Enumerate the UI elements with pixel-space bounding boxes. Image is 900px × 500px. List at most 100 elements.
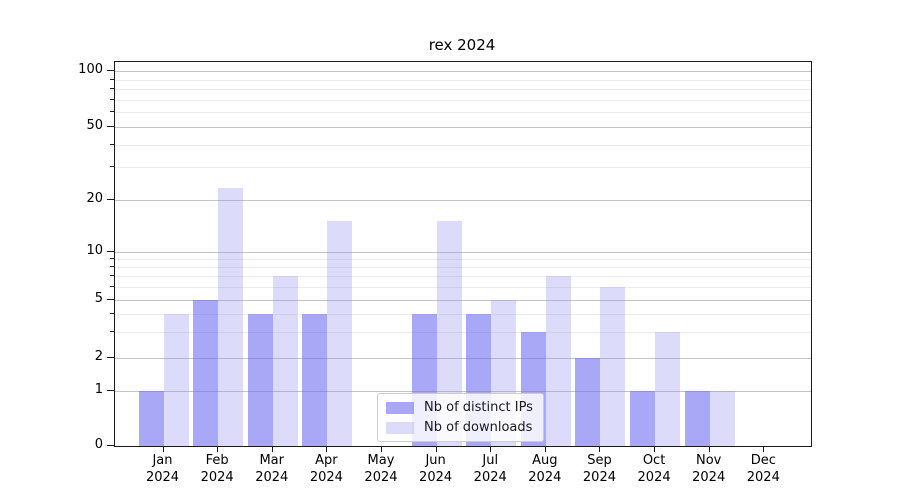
y-minortick-90 — [110, 79, 114, 80]
y-tick-label-50: 50 — [86, 118, 103, 133]
x-tick-label-feb: Feb 2024 — [187, 452, 247, 486]
y-minortick-7 — [110, 275, 114, 276]
x-tick-year: 2024 — [692, 470, 726, 485]
bar-distinct-ips-feb — [193, 299, 219, 446]
x-tick-aug — [545, 446, 546, 452]
x-tick-year: 2024 — [364, 470, 398, 485]
legend-label-downloads: Nb of downloads — [424, 420, 533, 435]
x-tick-year: 2024 — [145, 470, 180, 485]
bar-downloads-apr — [327, 221, 353, 446]
legend-item-distinct-ips: Nb of distinct IPs — [386, 400, 533, 415]
x-tick-dec — [763, 446, 764, 452]
legend: Nb of distinct IPs Nb of downloads — [377, 393, 544, 442]
y-minortick-4 — [110, 313, 114, 314]
x-tick-jul — [490, 446, 491, 452]
x-tick-year: 2024 — [255, 470, 289, 485]
x-tick-month: Sep — [587, 453, 612, 468]
legend-item-downloads: Nb of downloads — [386, 420, 533, 435]
x-tick-month: Aug — [532, 453, 558, 468]
x-tick-jun — [436, 446, 437, 452]
bar-distinct-ips-mar — [247, 313, 273, 446]
x-tick-month: Feb — [205, 453, 229, 468]
gridline-minor-60 — [115, 112, 811, 114]
y-minortick-80 — [110, 88, 114, 89]
y-tick-label-5: 5 — [94, 290, 103, 306]
y-minortick-40 — [110, 144, 114, 145]
x-tick-apr — [326, 446, 327, 452]
bar-downloads-jan — [163, 313, 189, 446]
x-tick-label-jan: Jan 2024 — [133, 452, 193, 486]
x-tick-label-sep: Sep 2024 — [569, 452, 629, 486]
chart-title: rex 2024 — [428, 36, 496, 54]
bar-distinct-ips-apr — [302, 313, 328, 446]
gridline-major-5 — [115, 299, 811, 301]
y-minortick-8 — [110, 266, 114, 267]
x-tick-year: 2024 — [200, 470, 234, 485]
gridline-major-10 — [115, 251, 811, 253]
gridline-minor-80 — [115, 89, 811, 91]
gridline-minor-4 — [115, 313, 811, 315]
x-tick-label-aug: Aug 2024 — [515, 452, 575, 486]
x-tick-year: 2024 — [473, 470, 507, 485]
x-tick-month: Nov — [696, 453, 722, 468]
x-tick-month: May — [367, 453, 395, 468]
bar-downloads-aug — [545, 276, 571, 446]
x-tick-year: 2024 — [528, 470, 562, 485]
bar-downloads-feb — [218, 188, 244, 446]
x-tick-mar — [272, 446, 273, 452]
x-tick-month: Apr — [315, 453, 338, 468]
y-tick-label-10: 10 — [86, 242, 103, 258]
gridline-minor-9 — [115, 258, 811, 260]
gridline-minor-3 — [115, 331, 811, 333]
y-minortick-30 — [110, 166, 114, 167]
bar-downloads-oct — [655, 331, 681, 446]
x-tick-label-nov: Nov 2024 — [679, 452, 739, 486]
y-tick-2 — [107, 357, 114, 358]
gridline-minor-8 — [115, 266, 811, 268]
x-tick-nov — [709, 446, 710, 452]
y-minortick-60 — [110, 111, 114, 112]
bar-distinct-ips-jan — [138, 390, 164, 446]
x-tick-month: Oct — [642, 453, 666, 468]
x-tick-oct — [654, 446, 655, 452]
gridline-minor-30 — [115, 167, 811, 169]
x-tick-month: Dec — [750, 453, 776, 468]
x-tick-year: 2024 — [309, 470, 343, 485]
gridline-minor-90 — [115, 79, 811, 81]
x-tick-label-mar: Mar 2024 — [242, 452, 302, 486]
plot-area — [114, 61, 812, 447]
bar-downloads-nov — [709, 390, 735, 446]
x-tick-year: 2024 — [746, 470, 780, 485]
y-tick-0 — [107, 445, 114, 446]
y-tick-5 — [107, 299, 114, 300]
y-minortick-70 — [110, 99, 114, 100]
gridline-major-100 — [115, 71, 811, 72]
x-tick-year: 2024 — [582, 470, 616, 485]
x-tick-label-may: May 2024 — [351, 452, 411, 486]
y-tick-100 — [107, 70, 114, 71]
gridline-major-2 — [115, 357, 811, 359]
legend-label-distinct-ips: Nb of distinct IPs — [424, 400, 533, 415]
gridline-minor-40 — [115, 144, 811, 146]
y-minortick-9 — [110, 258, 114, 259]
bar-distinct-ips-nov — [684, 390, 710, 446]
legend-swatch-distinct-ips — [386, 401, 414, 414]
x-tick-month: Jul — [482, 453, 499, 468]
y-tick-label-20: 20 — [86, 190, 103, 206]
x-tick-year: 2024 — [419, 470, 453, 485]
x-tick-may — [381, 446, 382, 452]
gridline-major-50 — [115, 127, 811, 128]
x-tick-sep — [599, 446, 600, 452]
y-tick-label-100: 100 — [78, 62, 103, 77]
gridline-minor-7 — [115, 276, 811, 278]
x-tick-month: Jan — [152, 453, 173, 468]
y-tick-label-0: 0 — [94, 437, 103, 452]
x-tick-year: 2024 — [637, 470, 671, 485]
bar-downloads-mar — [272, 276, 298, 446]
x-tick-label-jun: Jun 2024 — [406, 452, 466, 486]
y-minortick-3 — [110, 331, 114, 332]
bar-distinct-ips-oct — [630, 390, 656, 446]
x-tick-label-oct: Oct 2024 — [624, 452, 684, 486]
y-tick-label-1: 1 — [94, 381, 103, 397]
